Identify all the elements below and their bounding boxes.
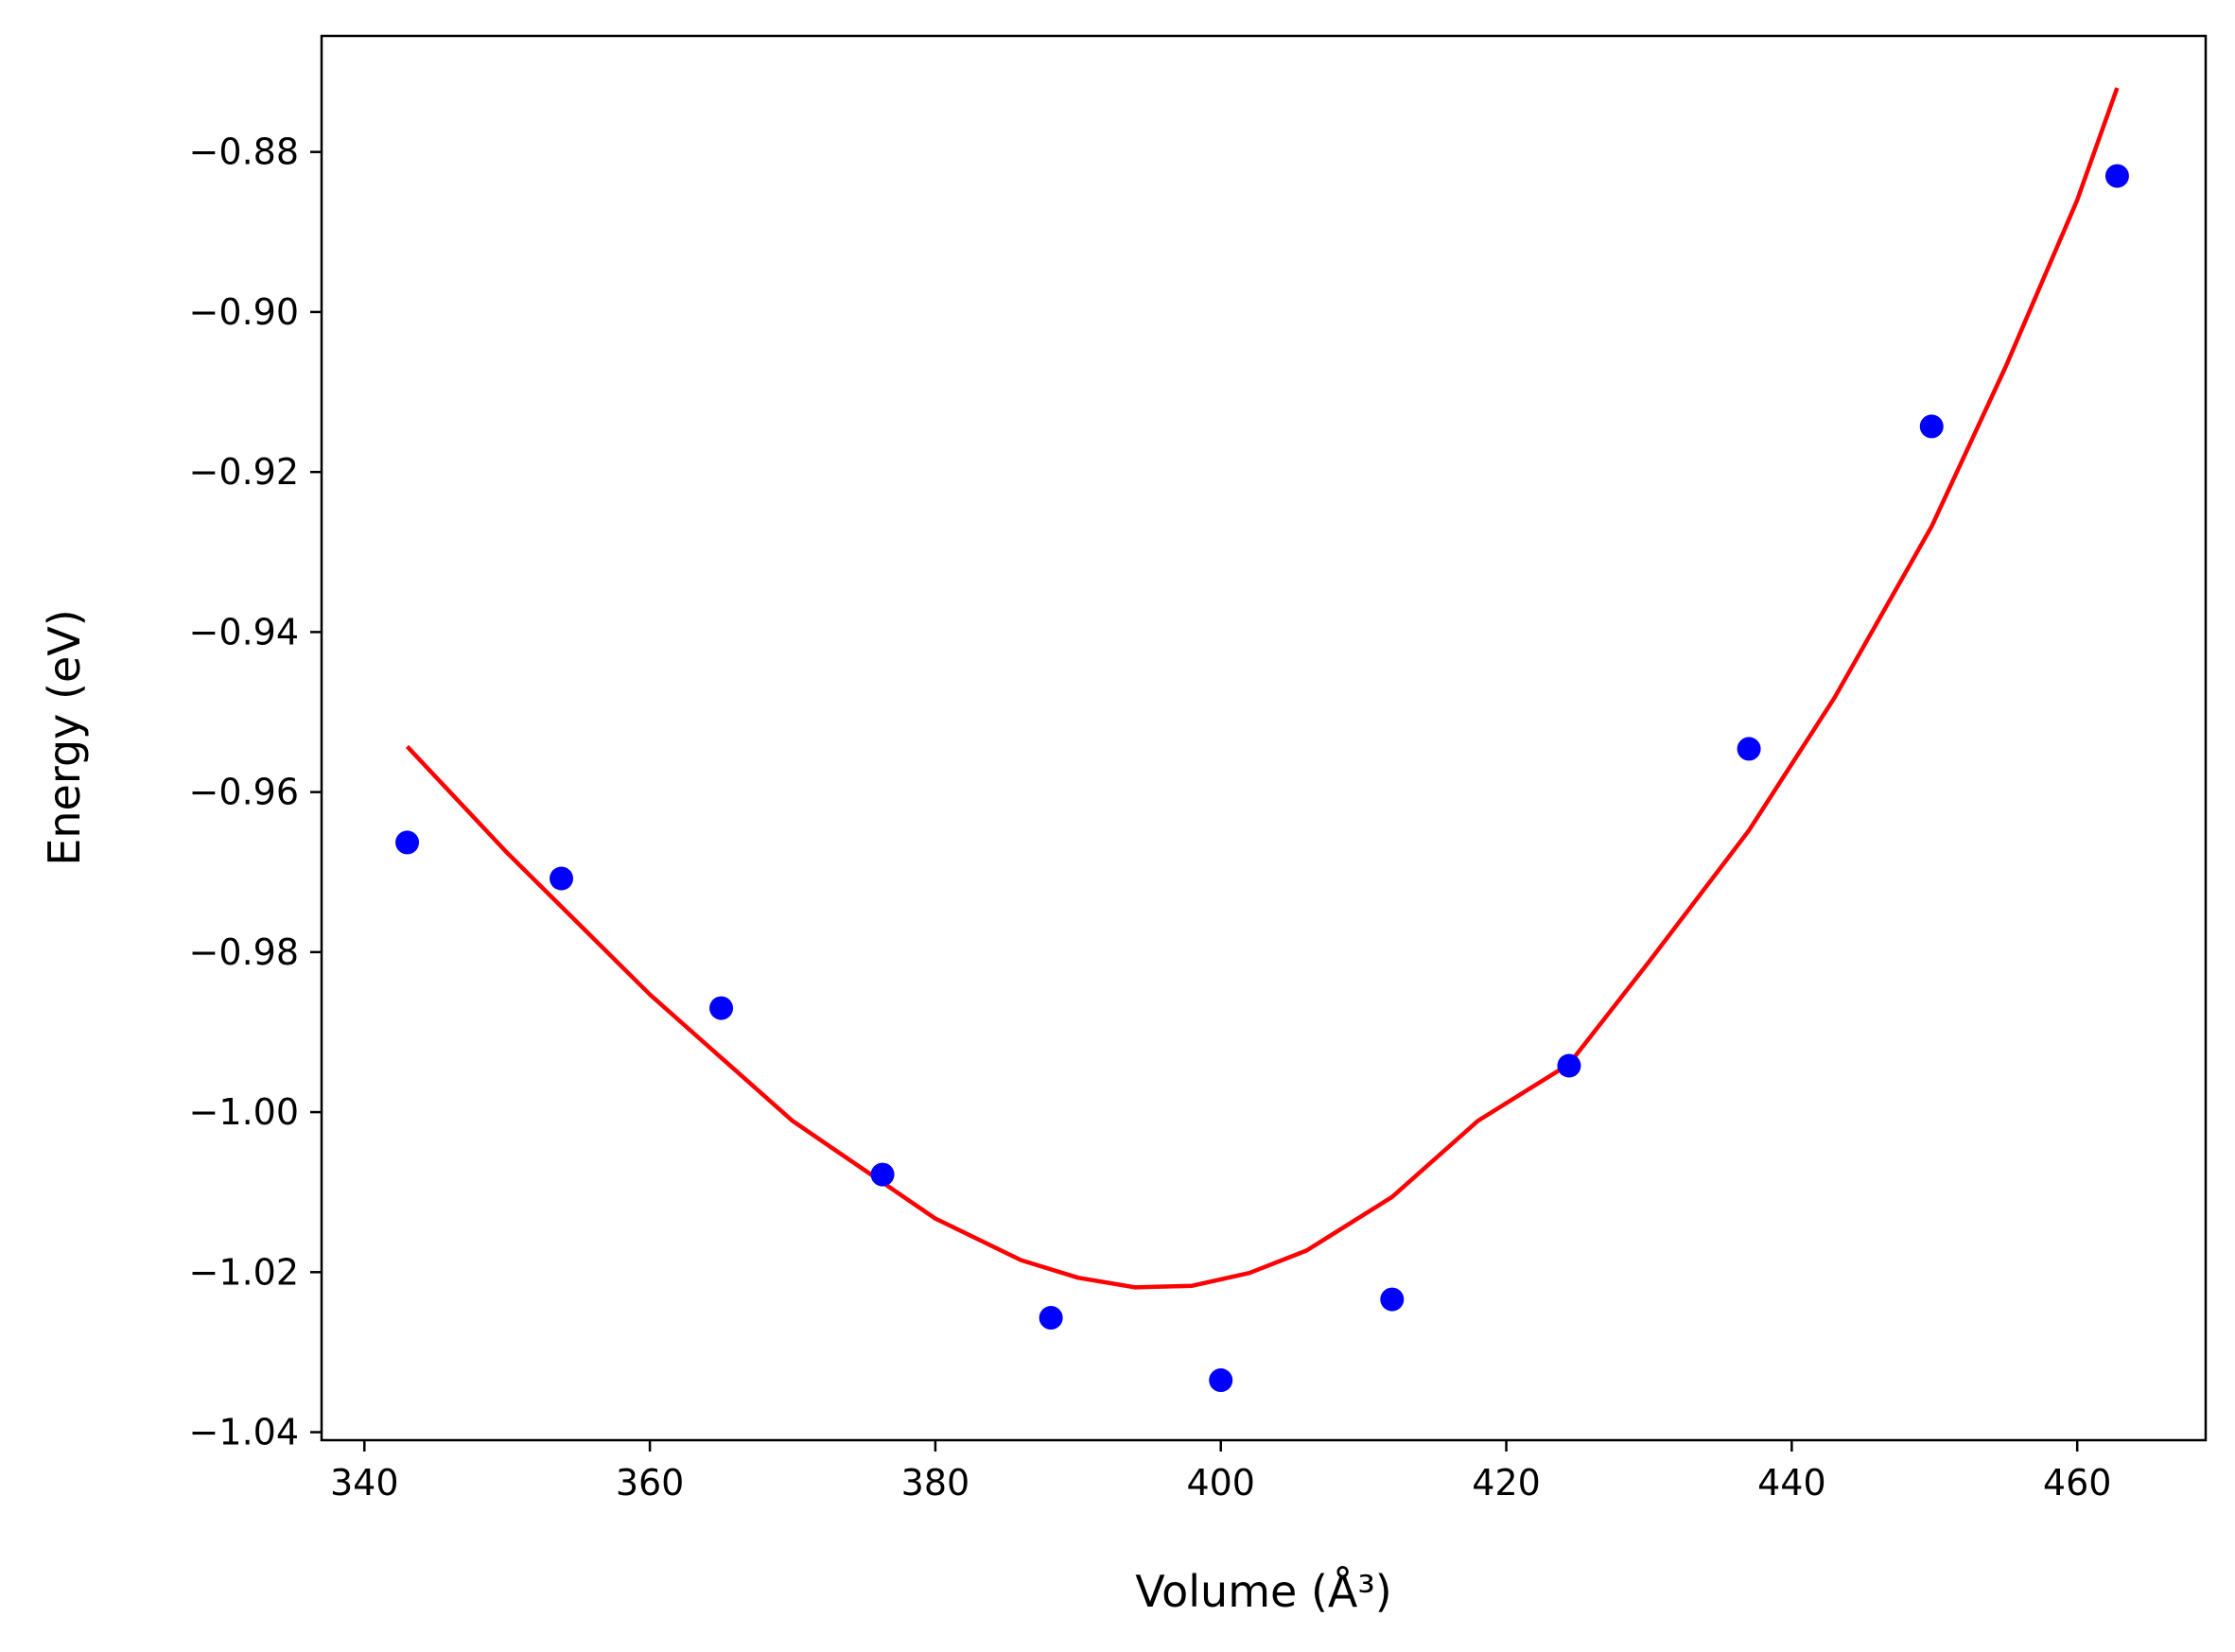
y-tick-label: −1.00: [189, 1091, 299, 1133]
data-point: [1557, 1053, 1581, 1078]
data-point: [1919, 414, 1944, 439]
y-tick-label: −0.96: [189, 772, 299, 813]
x-tick-label: 360: [616, 1462, 685, 1504]
data-point: [1209, 1368, 1233, 1393]
data-point: [1039, 1306, 1063, 1330]
x-tick-label: 400: [1186, 1462, 1255, 1504]
x-tick-label: 460: [2043, 1462, 2112, 1504]
x-tick-label: 420: [1472, 1462, 1541, 1504]
y-tick-label: −0.98: [189, 931, 299, 973]
data-point: [2104, 164, 2129, 188]
x-tick-label: 380: [901, 1462, 970, 1504]
y-tick-label: −0.92: [189, 451, 299, 493]
data-point: [395, 830, 420, 855]
y-tick-label: −0.94: [189, 611, 299, 652]
data-point: [709, 996, 734, 1020]
data-point: [1737, 737, 1761, 761]
y-tick-label: −0.88: [189, 131, 299, 173]
data-point: [1380, 1287, 1405, 1312]
y-axis-label: Energy (eV): [39, 609, 90, 865]
fit-curve: [405, 87, 2120, 1290]
plot-area: [320, 34, 2208, 1442]
y-tick-label: −1.02: [189, 1251, 299, 1293]
x-tick-label: 440: [1757, 1462, 1826, 1504]
series-layer: [395, 87, 2129, 1393]
y-tick-label: −0.90: [189, 291, 299, 333]
data-point: [870, 1162, 895, 1187]
x-tick-label: 340: [330, 1462, 399, 1504]
y-axis-ticks: −0.88 −0.90 −0.92 −0.94 −0.96 −0.98 −1.00 −1.02…: [189, 131, 322, 1453]
y-tick-label: −1.04: [189, 1412, 299, 1453]
x-axis-label: Volume (Å³): [1135, 1566, 1392, 1617]
x-axis-ticks: 340 360 380 400 420 440 460: [330, 1440, 2111, 1504]
data-point: [550, 866, 574, 891]
